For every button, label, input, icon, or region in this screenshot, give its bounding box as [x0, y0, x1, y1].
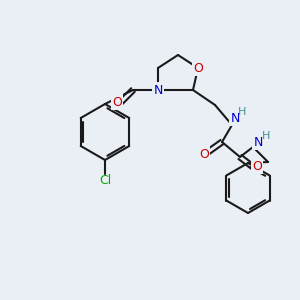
Text: N: N: [253, 136, 263, 148]
Text: Cl: Cl: [99, 173, 111, 187]
Text: O: O: [193, 61, 203, 74]
Text: O: O: [199, 148, 209, 160]
Text: O: O: [112, 95, 122, 109]
Text: H: H: [262, 131, 270, 141]
Text: H: H: [238, 107, 246, 117]
Text: O: O: [252, 160, 262, 172]
Text: N: N: [230, 112, 240, 124]
Text: N: N: [153, 83, 163, 97]
